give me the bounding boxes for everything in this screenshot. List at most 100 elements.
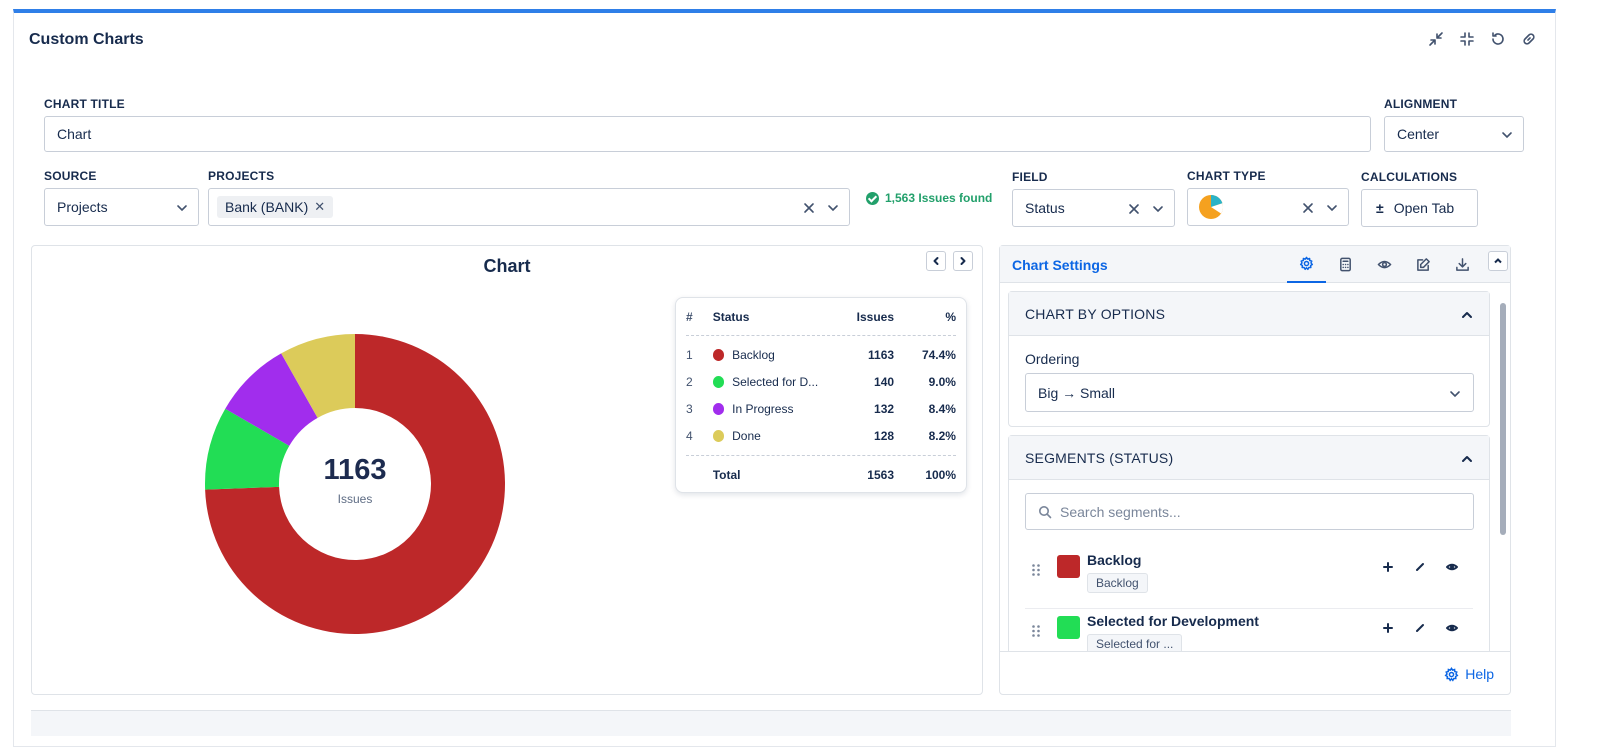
source-select[interactable]: Projects (44, 188, 199, 226)
projects-select[interactable]: Bank (BANK) ✕ (208, 188, 850, 226)
legend-row-name: Done (732, 429, 761, 443)
minimize-icon[interactable] (1428, 31, 1444, 47)
drag-handle-icon[interactable] (1031, 624, 1041, 638)
alignment-select[interactable]: Center (1384, 116, 1524, 152)
chevron-right-icon (960, 257, 966, 265)
tab-calculator[interactable] (1326, 246, 1365, 283)
chart-by-options-header[interactable]: CHART BY OPTIONS (1009, 292, 1489, 336)
legend-row-pct: 9.0% (928, 375, 956, 389)
reset-icon[interactable] (1490, 31, 1506, 47)
remove-tag-icon[interactable]: ✕ (314, 199, 326, 214)
donut-slice-selected-for-development[interactable] (205, 408, 290, 490)
ordering-value: Big → Small (1038, 384, 1116, 401)
legend-header: # Status Issues % (686, 307, 956, 327)
chart-title-input[interactable]: Chart (44, 116, 1371, 152)
chart-type-select[interactable] (1187, 188, 1349, 226)
issues-found-text: 1,563 Issues found (885, 191, 993, 205)
segment-tag: Selected for ... (1087, 634, 1183, 651)
bottom-strip (31, 710, 1511, 736)
legend-swatch (712, 376, 725, 388)
link-icon[interactable] (1521, 31, 1537, 47)
legend-row[interactable]: 3 In Progress 132 8.4% (686, 399, 956, 419)
scrollbar-thumb[interactable] (1500, 303, 1506, 535)
legend-row[interactable]: 2 Selected for D... 140 9.0% (686, 372, 956, 392)
chart-card: Chart 1163 Issues # Status Issues % 1 Ba… (31, 245, 983, 695)
settings-scrollbar[interactable] (1499, 291, 1507, 651)
open-tab-label: Open Tab (1393, 200, 1455, 216)
segment-color-swatch[interactable] (1057, 555, 1080, 578)
projects-label: PROJECTS (208, 169, 275, 183)
tab-settings[interactable] (1287, 246, 1326, 283)
collapse-panel-button[interactable] (1488, 251, 1508, 271)
legend-header-num: # (686, 310, 693, 324)
drag-handle-icon[interactable] (1031, 563, 1041, 577)
legend-row-num: 1 (686, 348, 693, 362)
legend-total-issues: 1563 (867, 468, 894, 482)
chart-by-options-section: CHART BY OPTIONS Ordering Big → Small (1008, 291, 1490, 427)
search-icon (1039, 506, 1052, 519)
ordering-select[interactable]: Big → Small (1025, 373, 1474, 412)
next-chart-button[interactable] (953, 251, 973, 271)
segments-title: SEGMENTS (STATUS) (1025, 449, 1174, 466)
segment-actions (1381, 621, 1459, 635)
chevron-down-icon (1326, 201, 1338, 213)
segments-header[interactable]: SEGMENTS (STATUS) (1009, 436, 1489, 480)
legend-row-num: 3 (686, 402, 693, 416)
field-select[interactable]: Status (1012, 189, 1175, 227)
settings-footer-divider (1000, 651, 1510, 652)
legend-total-label: Total (712, 468, 741, 482)
legend-row[interactable]: 1 Backlog 1163 74.4% (686, 345, 956, 365)
open-tab-button[interactable]: ± Open Tab (1361, 189, 1478, 227)
donut-chart (205, 334, 506, 634)
app-title: Custom Charts (29, 31, 144, 48)
edit-icon (1417, 258, 1430, 271)
chevron-up-icon (1461, 308, 1473, 320)
tab-edit[interactable] (1404, 246, 1443, 283)
donut-slice-done[interactable] (281, 334, 355, 418)
tab-download[interactable] (1443, 246, 1482, 283)
segment-name: Selected for Development (1087, 613, 1259, 629)
project-tag: Bank (BANK) ✕ (217, 196, 334, 218)
donut-slice-in-progress[interactable] (225, 353, 318, 446)
legend-header-issues: Issues (856, 310, 894, 324)
add-icon[interactable] (1381, 621, 1395, 635)
legend-divider (686, 455, 956, 456)
alignment-label: ALIGNMENT (1384, 97, 1458, 111)
edit-icon[interactable] (1413, 621, 1427, 635)
legend-row-issues: 1163 (868, 348, 895, 362)
plus-minus-icon: ± (1376, 200, 1384, 216)
help-link[interactable]: Help (1444, 666, 1494, 682)
chart-title-value: Chart (57, 126, 92, 142)
chevron-up-icon (1494, 258, 1502, 264)
donut-center-value: 1163 (323, 454, 387, 486)
edit-icon[interactable] (1413, 560, 1427, 574)
clear-icon[interactable] (1128, 202, 1140, 214)
clear-icon[interactable] (803, 201, 815, 213)
legend-table: # Status Issues % 1 Backlog 1163 74.4% 2… (675, 297, 967, 493)
segment-item[interactable]: Selected for Development Selected for ..… (1025, 610, 1473, 651)
chart-title-label: CHART TITLE (44, 97, 125, 111)
settings-header: Chart Settings (1000, 246, 1510, 283)
chevron-left-icon (933, 257, 939, 265)
segment-tag: Backlog (1087, 573, 1148, 593)
legend-row-pct: 74.4% (921, 348, 956, 362)
collapse-icon[interactable] (1459, 31, 1475, 47)
gear-icon (1299, 256, 1314, 271)
search-segments-input[interactable]: Search segments... (1025, 493, 1474, 530)
legend-total-pct: 100% (925, 468, 957, 482)
prev-chart-button[interactable] (926, 251, 946, 271)
window-controls (1428, 31, 1537, 47)
pie-chart-icon (1199, 195, 1223, 219)
add-icon[interactable] (1381, 560, 1395, 574)
tab-preview[interactable] (1365, 246, 1404, 283)
check-circle-icon (866, 191, 879, 205)
legend-row[interactable]: 4 Done 128 8.2% (686, 426, 956, 446)
clear-icon[interactable] (1302, 201, 1314, 213)
eye-icon[interactable] (1445, 621, 1459, 635)
eye-icon[interactable] (1445, 560, 1459, 574)
segment-color-swatch[interactable] (1057, 616, 1080, 639)
source-value: Projects (57, 199, 108, 215)
donut-slice-backlog[interactable] (205, 334, 506, 634)
search-segments-placeholder: Search segments... (1060, 503, 1181, 520)
segment-item[interactable]: Backlog Backlog (1025, 549, 1473, 609)
